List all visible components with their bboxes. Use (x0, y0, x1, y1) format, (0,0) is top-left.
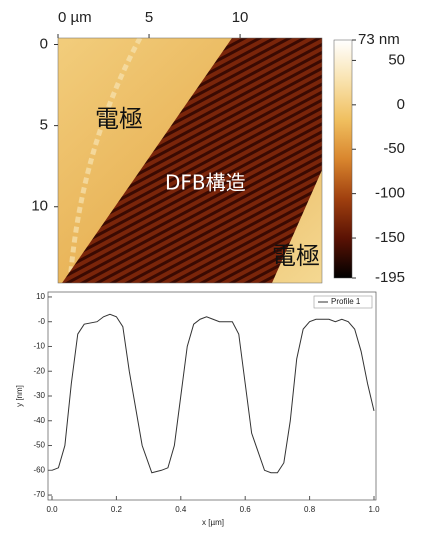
annotation: 電極 (272, 242, 320, 270)
legend-label: Profile 1 (331, 297, 361, 306)
x-tick-label: 0.6 (240, 505, 252, 514)
colorbar-tick-label: -195 (375, 269, 405, 286)
y-tick-label: 0 (40, 35, 48, 52)
x-axis-label: x [µm] (202, 518, 224, 527)
colorbar-tick-label: -150 (375, 229, 405, 246)
annotation: DFB構造 (165, 171, 246, 195)
x-tick-label: 0 µm (58, 9, 92, 26)
y-tick-label: -0 (38, 317, 46, 326)
y-tick-label: -20 (33, 366, 45, 375)
y-tick-label: 10 (36, 292, 45, 301)
figure: 0 µm 5 10 0 5 10 73 nm 50 0 -50 -100 -150 -195 電極 DFB構… (0, 0, 434, 530)
colorbar-tick-label: 73 nm (358, 31, 400, 48)
colorbar-tick-label: -100 (375, 185, 405, 202)
y-tick-label: -50 (33, 441, 45, 450)
x-tick-label: 0.2 (111, 505, 123, 514)
profile-panel (38, 290, 380, 502)
x-tick-label: 0.8 (304, 505, 316, 514)
page: {"chart_data": [ {"type": "image", "xtic… (0, 0, 434, 535)
y-tick-label: -40 (33, 416, 45, 425)
colorbar (334, 40, 352, 278)
x-tick-label: 0.0 (46, 505, 58, 514)
annotation: 電極 (95, 105, 143, 133)
x-tick-label: 10 (232, 9, 249, 26)
y-tick-label: -70 (33, 490, 45, 499)
y-tick-label: 10 (31, 198, 48, 215)
y-tick-label: -60 (33, 465, 45, 474)
x-tick-label: 5 (145, 9, 153, 26)
colorbar-tick-label: 0 (397, 96, 405, 113)
y-tick-label: -30 (33, 391, 45, 400)
y-tick-label: -10 (33, 342, 45, 351)
y-tick-label: 5 (40, 117, 48, 134)
colorbar-tick-label: -50 (383, 140, 405, 157)
x-tick-label: 1.0 (368, 505, 380, 514)
colorbar-tick-label: 50 (388, 51, 405, 68)
y-axis-label: y [nm] (15, 385, 24, 407)
x-tick-label: 0.4 (175, 505, 187, 514)
